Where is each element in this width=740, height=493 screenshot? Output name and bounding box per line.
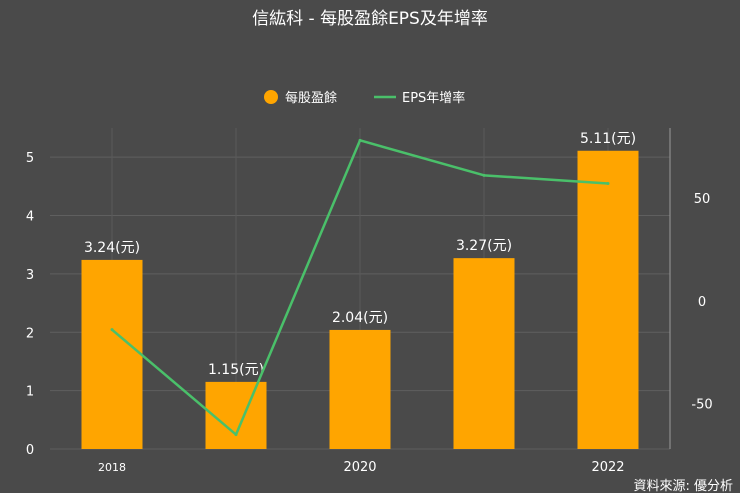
- bar-2021: [453, 258, 515, 449]
- eps-growth-point-2020: [358, 138, 362, 142]
- eps-growth-point-2019: [234, 433, 238, 437]
- legend-bar-swatch: [264, 90, 278, 104]
- bar-label-2019: 1.15(元): [208, 362, 264, 378]
- x-tick-2020: 2020: [343, 460, 376, 475]
- y-right-tick-0: -50: [691, 398, 712, 413]
- y-axis-left: 0 1 2 3 4 5: [26, 151, 34, 458]
- bar-label-2020: 2.04(元): [332, 310, 388, 326]
- legend-line-label: EPS年增率: [402, 90, 465, 106]
- eps-growth-point-2021: [482, 173, 486, 177]
- y-left-tick-0: 0: [26, 443, 34, 458]
- bar-2018: [81, 259, 143, 449]
- x-axis: 2018 2020 2022: [98, 460, 625, 475]
- legend-bar-label: 每股盈餘: [285, 90, 337, 106]
- x-tick-2022: 2022: [591, 460, 624, 475]
- bar-2022: [577, 150, 639, 449]
- y-axis-right: -50 0 50: [669, 128, 713, 449]
- bar-label-2018: 3.24(元): [84, 240, 140, 256]
- chart-title: 信紘科 - 每股盈餘EPS及年增率: [252, 9, 488, 29]
- bar-label-2021: 3.27(元): [456, 238, 512, 254]
- x-tick-2018: 2018: [98, 461, 126, 474]
- bar-label-2022: 5.11(元): [580, 131, 636, 147]
- bar-2019: [205, 381, 267, 449]
- source-note: 資料來源: 優分析: [633, 479, 733, 493]
- y-left-tick-5: 5: [26, 151, 34, 166]
- eps-growth-point-2018: [110, 328, 114, 332]
- y-left-tick-1: 1: [26, 385, 34, 400]
- y-left-tick-2: 2: [26, 326, 34, 341]
- y-right-tick-2: 50: [694, 192, 711, 207]
- y-left-tick-4: 4: [26, 210, 34, 225]
- y-left-tick-3: 3: [26, 268, 34, 283]
- bar-series: [81, 150, 639, 449]
- bar-data-labels: 3.24(元) 1.15(元) 2.04(元) 3.27(元) 5.11(元): [84, 131, 636, 378]
- eps-growth-point-2022: [606, 182, 610, 186]
- legend: 每股盈餘 EPS年增率: [264, 90, 465, 106]
- y-right-tick-1: 0: [698, 295, 706, 310]
- line-series: [110, 138, 610, 437]
- bar-2020: [329, 329, 391, 449]
